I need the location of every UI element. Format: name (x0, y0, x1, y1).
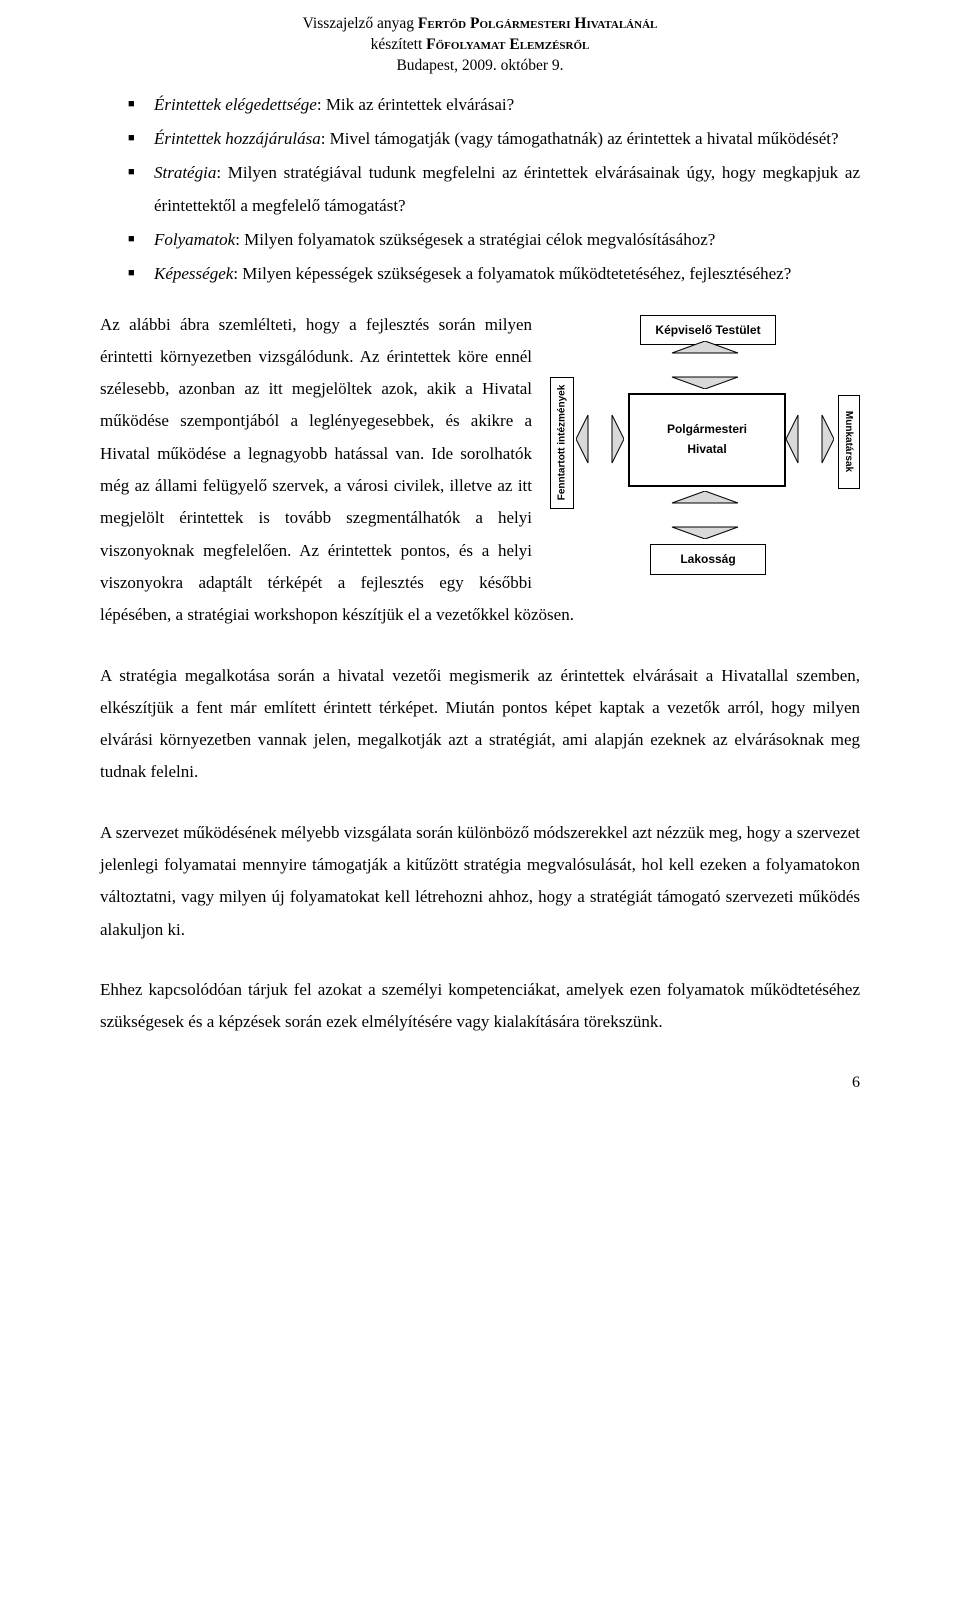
header-line-3: Budapest, 2009. október 9. (100, 56, 860, 77)
list-item: Képességek: Milyen képességek szükségese… (154, 258, 860, 290)
bullet-rest: : Milyen képességek szükségesek a folyam… (233, 264, 791, 283)
header-line-1: Visszajelző anyag Fertőd Polgármesteri H… (100, 14, 860, 35)
diagram-canvas: Képviselő Testület Polgármesteri Hivatal… (550, 315, 860, 575)
arrow-left-right-icon (576, 407, 624, 471)
diagram-right-text: Munkatársak (840, 411, 859, 472)
header-smallcaps-2: Főfolyamat Elemzésről (426, 36, 589, 53)
diagram-left-label: Fenntartott intézmények (550, 377, 574, 509)
page-header: Visszajelző anyag Fertőd Polgármesteri H… (100, 14, 860, 77)
arrow-left-right-icon (786, 407, 834, 471)
body-paragraph: Ehhez kapcsolódóan tárjuk fel azokat a s… (100, 974, 860, 1039)
header-line-2: készített Főfolyamat Elemzésről (100, 35, 860, 56)
bullet-term: Folyamatok (154, 230, 235, 249)
diagram-bottom-label: Lakosság (650, 544, 766, 575)
header-prefix-1: Visszajelző anyag (303, 15, 418, 32)
stakeholder-diagram: Képviselő Testület Polgármesteri Hivatal… (550, 315, 860, 575)
page-number: 6 (100, 1068, 860, 1098)
bullet-list: Érintettek elégedettsége: Mik az érintet… (100, 89, 860, 291)
bullet-rest: : Mik az érintettek elvárásai? (317, 95, 514, 114)
body-paragraph: A szervezet működésének mélyebb vizsgála… (100, 817, 860, 946)
diagram-left-text: Fenntartott intézmények (553, 385, 572, 501)
body-paragraph: A stratégia megalkotása során a hivatal … (100, 660, 860, 789)
header-prefix-2: készített (371, 36, 427, 53)
bullet-rest: : Milyen folyamatok szükségesek a straté… (235, 230, 715, 249)
diagram-center-box: Polgármesteri Hivatal (628, 393, 786, 487)
bullet-term: Érintettek elégedettsége (154, 95, 317, 114)
list-item: Stratégia: Milyen stratégiával tudunk me… (154, 157, 860, 222)
wrapped-paragraph: Képviselő Testület Polgármesteri Hivatal… (100, 309, 860, 632)
bullet-term: Érintettek hozzájárulása (154, 129, 321, 148)
document-page: Visszajelző anyag Fertőd Polgármesteri H… (0, 0, 960, 1139)
bullet-term: Stratégia (154, 163, 216, 182)
list-item: Érintettek elégedettsége: Mik az érintet… (154, 89, 860, 121)
header-smallcaps-1: Fertőd Polgármesteri Hivatalánál (418, 15, 657, 32)
bullet-rest: : Mivel támogatják (vagy támogathatnák) … (321, 129, 839, 148)
bullet-rest: : Milyen stratégiával tudunk megfelelni … (154, 163, 860, 214)
list-item: Érintettek hozzájárulása: Mivel támogatj… (154, 123, 860, 155)
arrow-up-down-icon (662, 491, 748, 539)
diagram-center-line2: Hivatal (687, 440, 726, 459)
list-item: Folyamatok: Milyen folyamatok szükségese… (154, 224, 860, 256)
bullet-term: Képességek (154, 264, 233, 283)
diagram-center-line1: Polgármesteri (667, 420, 747, 439)
arrow-up-down-icon (662, 341, 748, 389)
diagram-right-label: Munkatársak (838, 395, 860, 489)
